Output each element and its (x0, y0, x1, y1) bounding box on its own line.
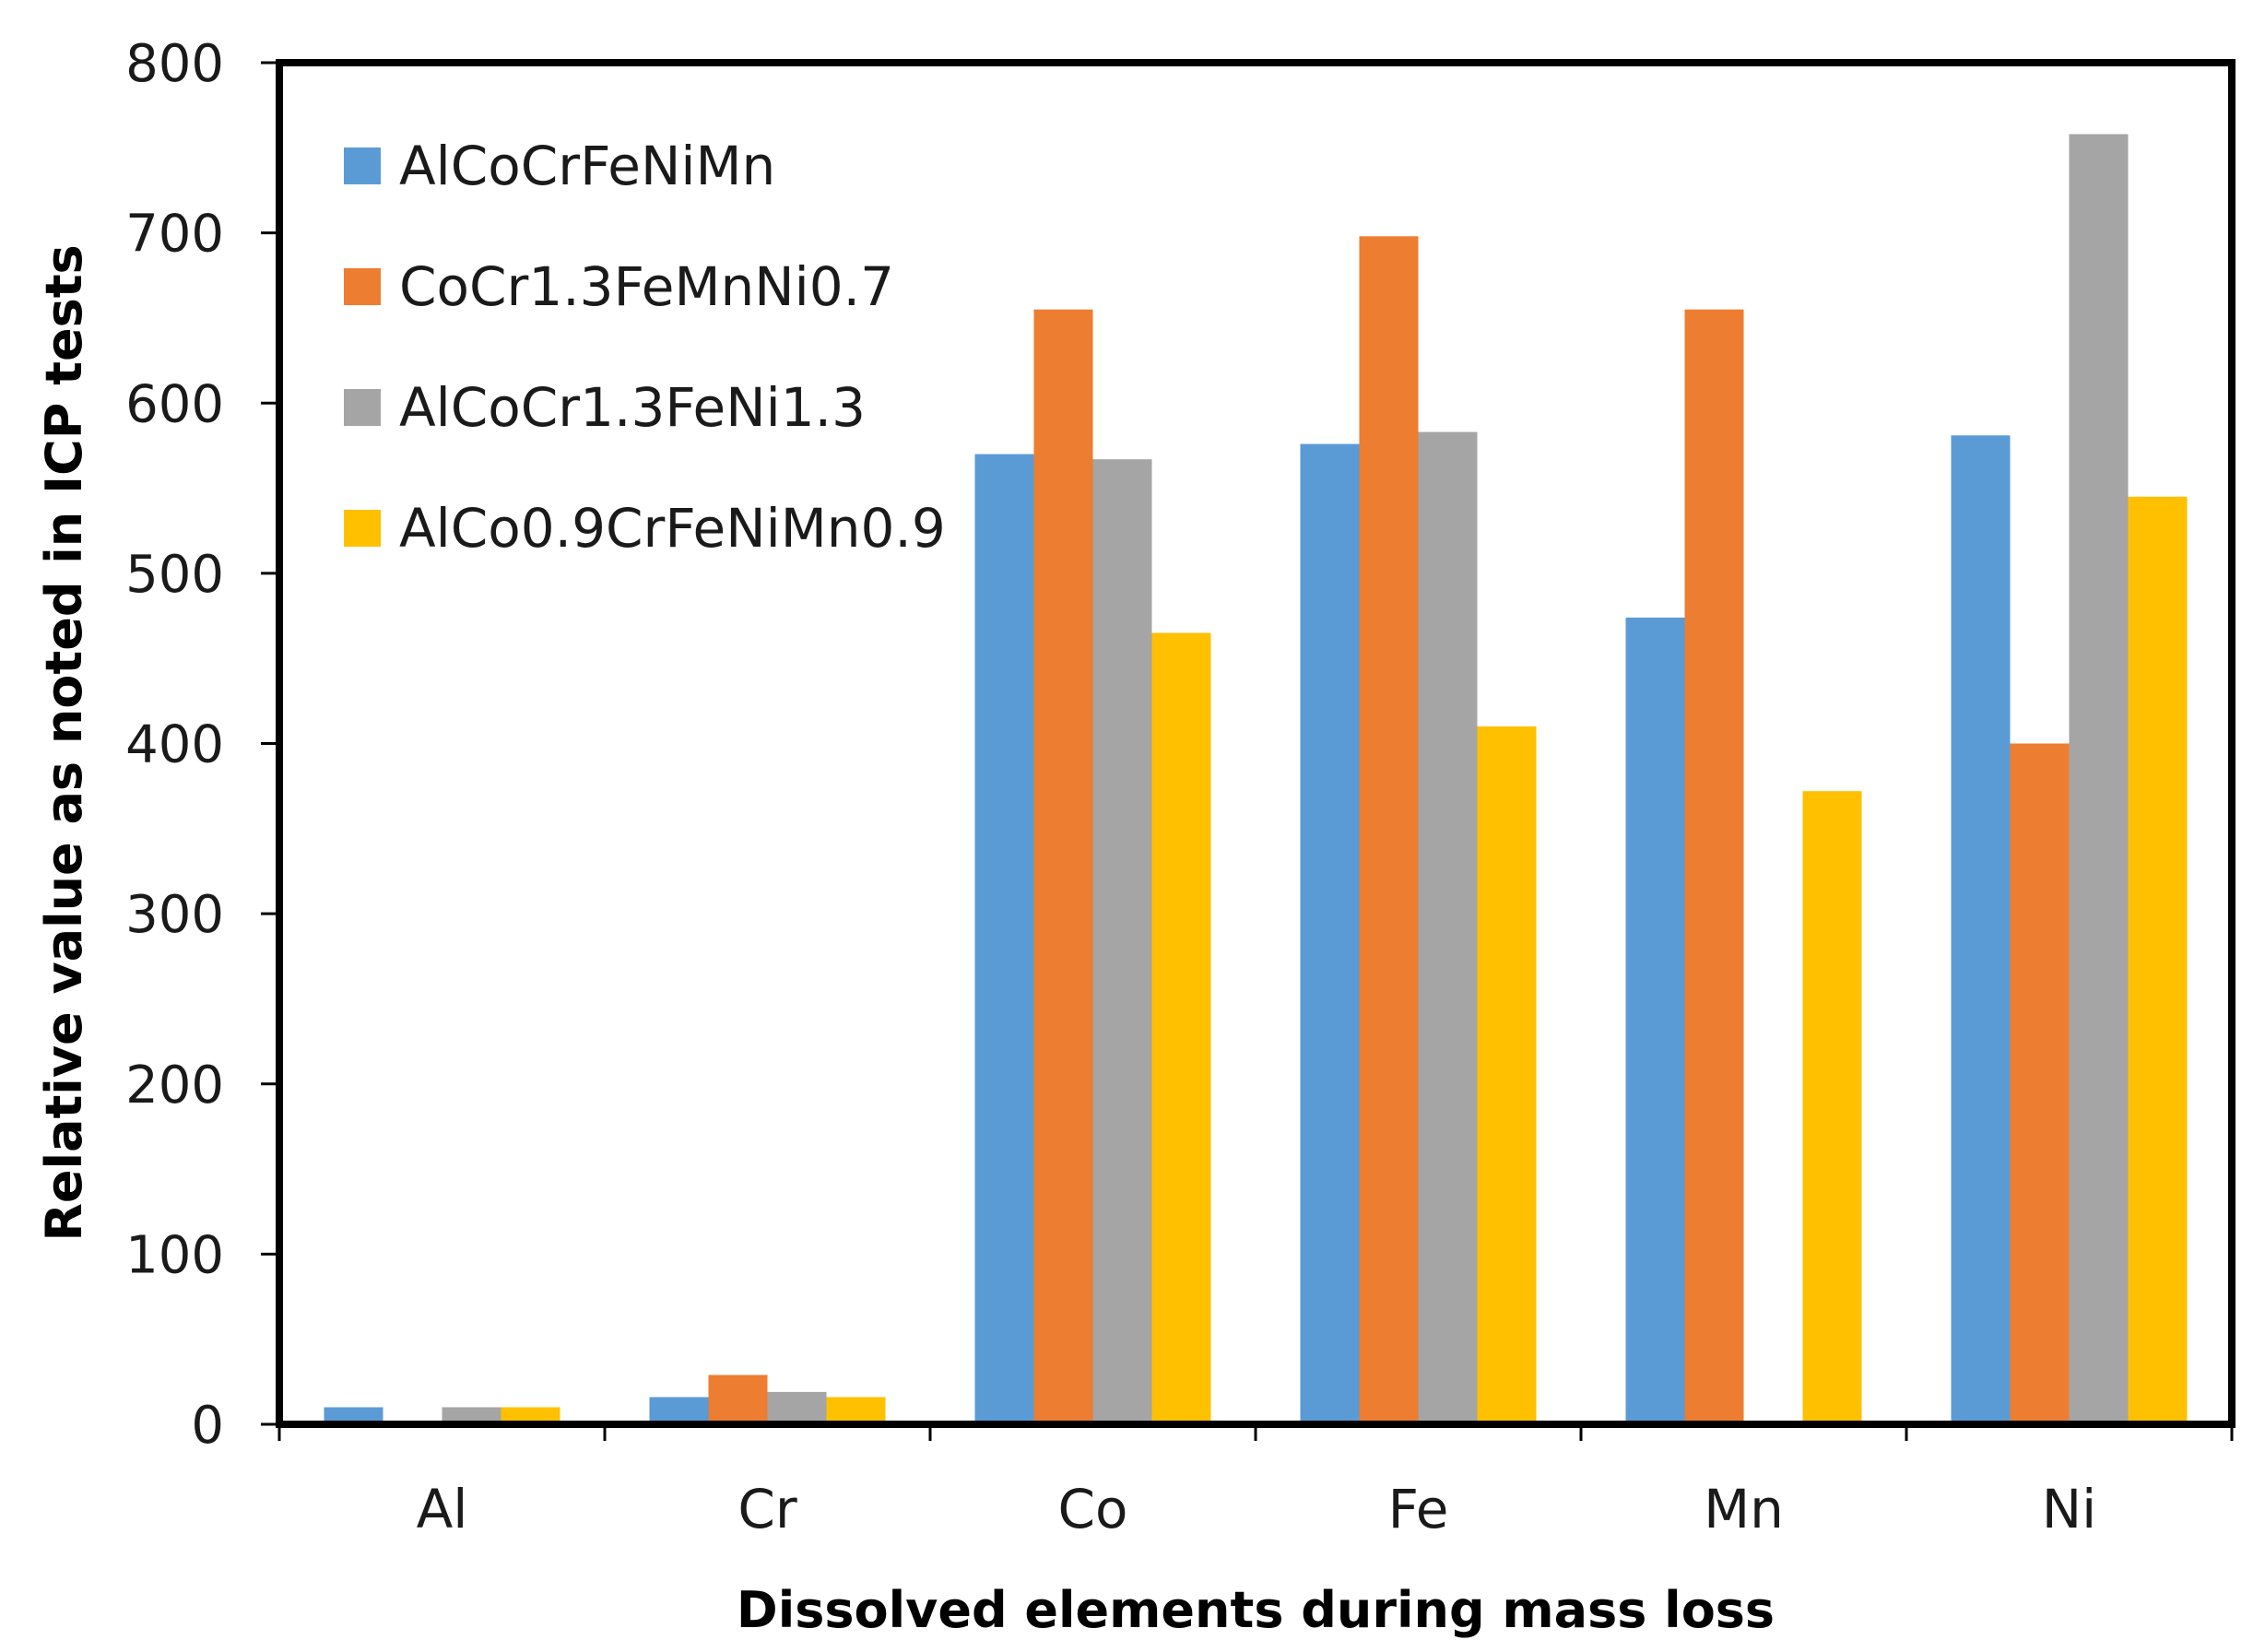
x-axis-title: Dissolved elements during mass loss (737, 1581, 1775, 1639)
y-tick-label: 0 (191, 1396, 224, 1456)
bar-co-series-2 (1033, 309, 1093, 1425)
bar-fe-series-1 (1300, 443, 1360, 1425)
bar-fe-series-4 (1477, 726, 1537, 1424)
bar-al-series-4 (501, 1407, 560, 1424)
bars-group (324, 134, 2188, 1425)
bar-al-series-1 (324, 1407, 383, 1424)
bar-mn-series-4 (1802, 791, 1862, 1424)
x-category-label: Cr (737, 1478, 796, 1540)
legend-label: AlCo0.9CrFeNiMn0.9 (399, 497, 946, 560)
bar-fe-series-2 (1359, 236, 1419, 1424)
bar-mn-series-2 (1684, 309, 1744, 1425)
y-tick-label: 700 (125, 205, 224, 265)
y-tick-label: 800 (125, 34, 224, 94)
y-tick-label: 300 (125, 885, 224, 945)
y-tick-label: 200 (125, 1056, 224, 1115)
x-category-label: Mn (1704, 1478, 1784, 1540)
bar-ni-series-4 (2128, 496, 2188, 1424)
y-tick-label: 600 (125, 374, 224, 434)
legend-swatch (344, 268, 381, 305)
bar-cr-series-3 (767, 1391, 827, 1424)
y-tick-label: 400 (125, 715, 224, 775)
legend-label: AlCoCrFeNiMn (399, 135, 775, 197)
bar-co-series-1 (974, 454, 1034, 1425)
bar-mn-series-1 (1625, 617, 1685, 1424)
bar-cr-series-4 (826, 1397, 886, 1424)
legend-swatch (344, 389, 381, 426)
legend-label: CoCr1.3FeMnNi0.7 (399, 255, 894, 318)
y-tick-label: 100 (125, 1225, 224, 1285)
legend-label: AlCoCr1.3FeNi1.3 (399, 376, 866, 439)
bar-al-series-3 (442, 1407, 501, 1424)
bar-ni-series-2 (2010, 743, 2070, 1424)
x-axis: Al Cr Co Fe Mn Ni (277, 1424, 2234, 1540)
x-category-label: Al (417, 1478, 468, 1540)
bar-co-series-4 (1151, 632, 1211, 1424)
bar-cr-series-1 (649, 1397, 709, 1424)
bar-fe-series-3 (1418, 431, 1478, 1425)
y-axis-title: Relative value as noted in ICP tests (35, 244, 93, 1241)
x-category-label: Fe (1388, 1478, 1449, 1540)
y-axis: 0 100 200 300 400 500 600 700 800 (125, 34, 279, 1456)
bar-co-series-3 (1092, 459, 1152, 1425)
bar-ni-series-1 (1951, 435, 2011, 1424)
legend: AlCoCrFeNiMn CoCr1.3FeMnNi0.7 AlCoCr1.3FeN… (344, 135, 946, 560)
x-category-label: Co (1058, 1478, 1128, 1540)
bar-ni-series-3 (2069, 134, 2129, 1424)
legend-swatch (344, 510, 381, 547)
bar-cr-series-2 (708, 1375, 768, 1424)
x-category-label: Ni (2042, 1478, 2097, 1540)
y-tick-label: 500 (125, 545, 224, 605)
legend-swatch (344, 148, 381, 184)
